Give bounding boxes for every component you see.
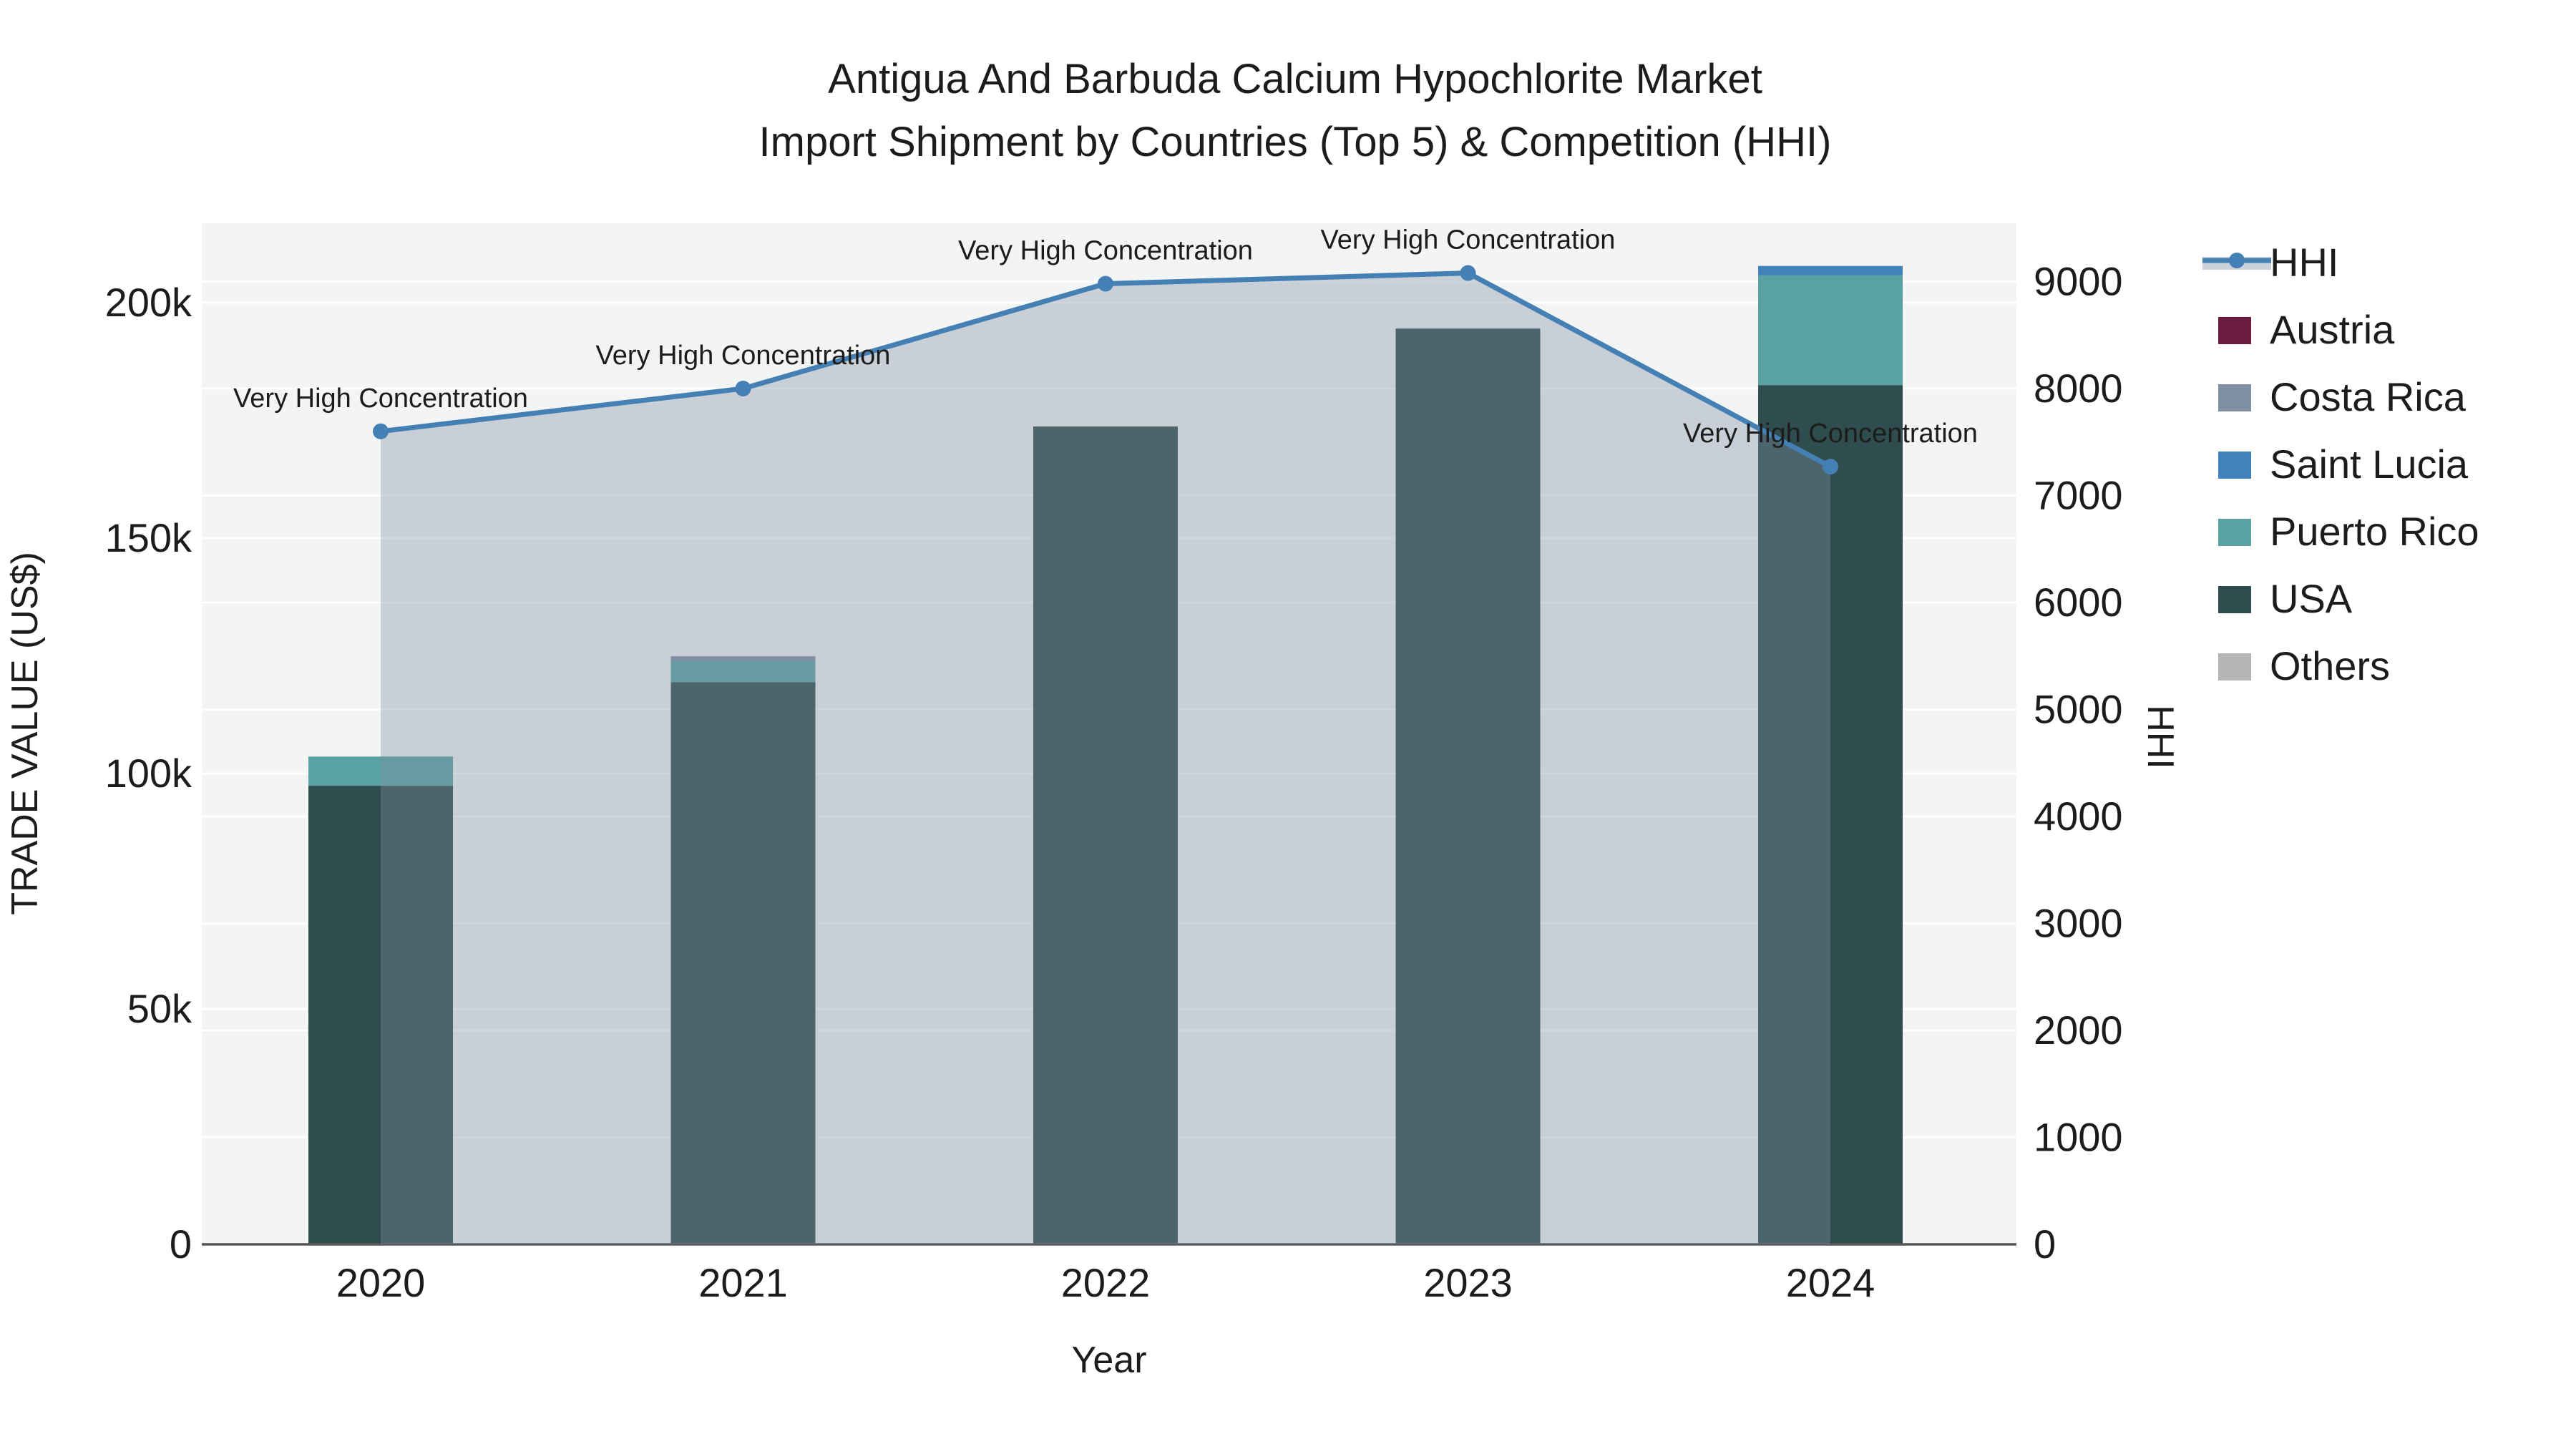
y-left-tick-label: 0 [170, 1221, 192, 1267]
y-right-tick-label: 7000 [2034, 473, 2123, 518]
legend-swatch-icon [2218, 317, 2251, 344]
y-right-tick-label: 0 [2034, 1221, 2056, 1267]
legend-label: Austria [2270, 307, 2395, 352]
bar-usa-2021[interactable] [670, 682, 816, 1244]
bar-saint-lucia-2024[interactable] [1758, 265, 1903, 275]
legend-swatch-icon [2218, 653, 2251, 680]
y-left-tick-label: 100k [105, 751, 192, 796]
legend-label: Costa Rica [2270, 374, 2467, 419]
y-left-tick-label: 50k [127, 986, 192, 1031]
y-right-tick-label: 2000 [2034, 1008, 2123, 1053]
y-right-tick-label: 6000 [2034, 580, 2123, 625]
legend-swatch-icon [2218, 586, 2251, 613]
y-left-tick-label: 150k [105, 515, 192, 560]
legend-label: Saint Lucia [2270, 441, 2469, 487]
annotation-2022: Very High Concentration [958, 235, 1253, 265]
chart-title-line2: Import Shipment by Countries (Top 5) & C… [759, 119, 1832, 165]
y-right-tick-label: 4000 [2034, 794, 2123, 839]
y-left-axis-title: TRADE VALUE (US$) [4, 552, 46, 915]
hhi-point-2024[interactable] [1823, 459, 1838, 475]
annotation-2024: Very High Concentration [1683, 419, 1978, 449]
legend-item-usa[interactable]: USA [2218, 576, 2353, 621]
legend-item-costa-rica[interactable]: Costa Rica [2218, 374, 2467, 419]
hhi-point-2022[interactable] [1098, 275, 1113, 292]
annotation-2020: Very High Concentration [233, 384, 528, 414]
y-right-tick-label: 8000 [2034, 366, 2123, 411]
legend-swatch-icon [2218, 384, 2251, 411]
legend-item-puerto-rico[interactable]: Puerto Rico [2218, 509, 2479, 554]
annotation-2023: Very High Concentration [1321, 225, 1616, 255]
legend-item-austria[interactable]: Austria [2218, 307, 2395, 352]
legend-label: HHI [2270, 240, 2338, 285]
bar-usa-2024[interactable] [1758, 385, 1903, 1244]
legend-label: Puerto Rico [2270, 509, 2479, 554]
y-right-axis-title: HHI [2140, 705, 2181, 769]
bar-puerto-rico-2021[interactable] [670, 661, 816, 683]
legend-item-saint-lucia[interactable]: Saint Lucia [2218, 441, 2469, 487]
x-axis-title: Year [1071, 1340, 1146, 1381]
hhi-area-fill [381, 273, 1830, 1244]
legend-item-hhi[interactable]: HHI [2202, 240, 2338, 285]
bar-usa-2023[interactable] [1395, 328, 1541, 1245]
legend-hhi-marker-icon [2229, 253, 2245, 268]
y-right-tick-label: 9000 [2034, 259, 2123, 304]
hhi-point-2021[interactable] [735, 381, 751, 396]
legend-item-others[interactable]: Others [2218, 643, 2390, 688]
bar-costa-rica-2021[interactable] [670, 656, 816, 662]
hhi-point-2023[interactable] [1460, 265, 1476, 281]
x-tick-label-2024: 2024 [1786, 1260, 1875, 1305]
x-tick-label-2023: 2023 [1423, 1260, 1513, 1305]
legend-label: USA [2270, 576, 2353, 621]
legend-swatch-icon [2218, 452, 2251, 479]
bar-puerto-rico-2020[interactable] [308, 756, 453, 786]
legend-label: Others [2270, 643, 2390, 688]
y-right-tick-label: 5000 [2034, 687, 2123, 732]
y-left-tick-label: 200k [105, 280, 192, 325]
legend: HHI Austria Costa Rica Saint Lucia Puerto Ri… [2202, 240, 2479, 688]
bar-usa-2020[interactable] [308, 786, 453, 1244]
bar-usa-2022[interactable] [1033, 426, 1178, 1245]
hhi-point-2020[interactable] [373, 423, 389, 439]
bar-puerto-rico-2024[interactable] [1758, 275, 1903, 386]
x-tick-label-2020: 2020 [336, 1260, 426, 1305]
legend-swatch-icon [2218, 519, 2251, 546]
annotation-2021: Very High Concentration [596, 341, 891, 371]
x-tick-label-2021: 2021 [698, 1260, 788, 1305]
x-tick-label-2022: 2022 [1061, 1260, 1151, 1305]
y-right-tick-label: 1000 [2034, 1115, 2123, 1160]
y-right-tick-label: 3000 [2034, 901, 2123, 946]
chart-title-line1: Antigua And Barbuda Calcium Hypochlorite… [828, 56, 1762, 102]
